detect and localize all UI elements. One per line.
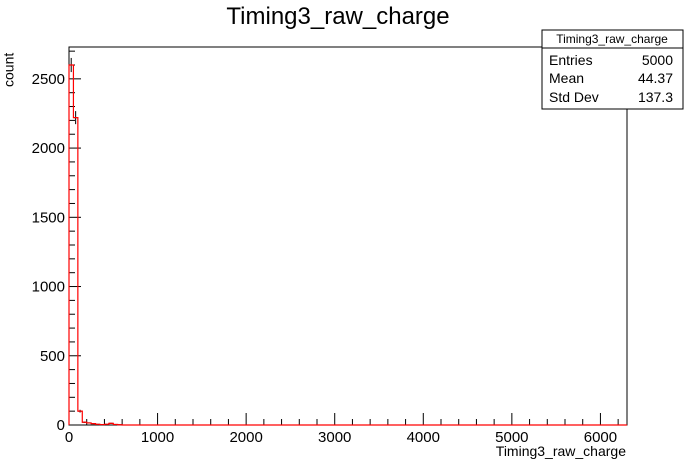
stats-entries-value: 5000 xyxy=(642,52,673,68)
stats-mean-label: Mean xyxy=(549,70,584,86)
x-tick-label: 6000 xyxy=(584,429,617,446)
x-tick-label: 4000 xyxy=(407,429,440,446)
y-tick-label: 500 xyxy=(40,348,65,365)
stats-entries-label: Entries xyxy=(549,52,593,68)
y-axis-label: count xyxy=(1,53,17,87)
x-tick-label: 3000 xyxy=(318,429,351,446)
chart-title: Timing3_raw_charge xyxy=(226,3,449,30)
y-tick-label: 0 xyxy=(57,417,65,434)
x-tick-label: 1000 xyxy=(141,429,174,446)
x-tick-label: 0 xyxy=(65,429,73,446)
y-tick-label: 2500 xyxy=(32,71,65,88)
y-tick-label: 2000 xyxy=(32,140,65,157)
stats-stddev-value: 137.3 xyxy=(638,89,673,105)
x-axis: 0 1000 2000 3000 4000 5000 6000 xyxy=(65,413,619,446)
y-axis: 0 500 1000 1500 2000 2500 xyxy=(32,50,81,434)
y-tick-label: 1000 xyxy=(32,279,65,296)
x-axis-label: Timing3_raw_charge xyxy=(496,443,626,459)
histogram-line xyxy=(68,64,627,426)
y-tick-label: 1500 xyxy=(32,209,65,226)
histogram-error-bars xyxy=(69,57,123,426)
stats-mean-value: 44.37 xyxy=(638,70,673,86)
x-tick-label: 5000 xyxy=(495,429,528,446)
stats-box: Timing3_raw_charge Entries 5000 Mean 44.… xyxy=(541,29,684,110)
stats-box-title: Timing3_raw_charge xyxy=(556,32,668,46)
stats-stddev-label: Std Dev xyxy=(549,89,599,105)
stats-box-frame xyxy=(541,29,684,110)
x-tick-label: 2000 xyxy=(229,429,262,446)
